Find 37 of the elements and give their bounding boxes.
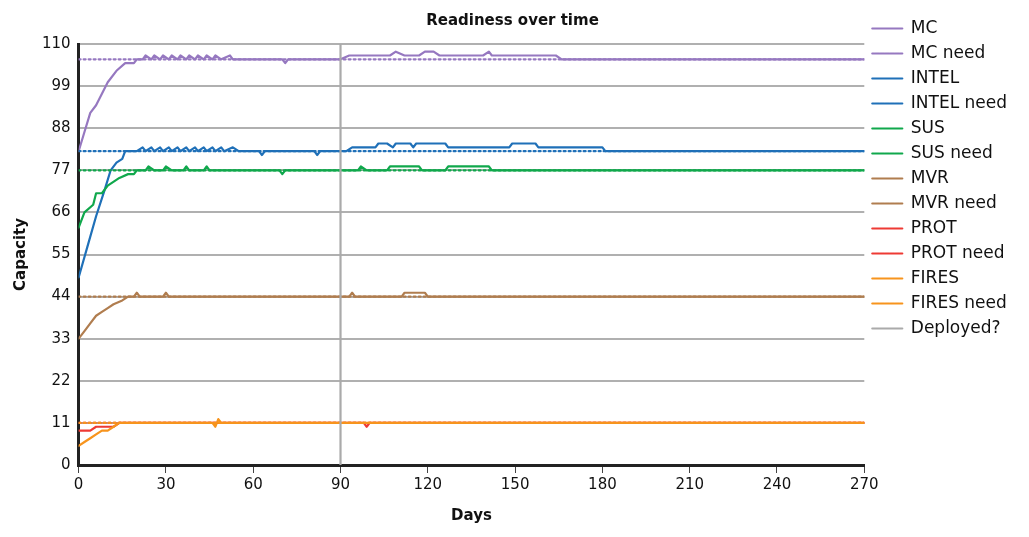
y-tick-label: 66 [51, 202, 71, 221]
x-axis-title: Days [451, 505, 492, 524]
legend-label: PROT need [910, 241, 1005, 262]
legend-label: PROT [910, 216, 958, 237]
y-axis-title: Capacity [10, 217, 29, 291]
x-tick-label: 120 [413, 474, 443, 493]
x-tick-label: 0 [73, 474, 84, 493]
y-tick-label: 11 [51, 412, 71, 431]
legend-label: MC [910, 16, 938, 37]
x-tick-label: 180 [588, 474, 617, 493]
legend-label: FIRES need [910, 291, 1007, 312]
y-tick-label: 0 [61, 454, 71, 473]
y-tick-label: 44 [51, 286, 71, 305]
legend-label: MVR [910, 166, 950, 187]
legend-label: INTEL need [910, 91, 1007, 112]
x-tick-label: 150 [500, 474, 530, 493]
x-tick-label: 240 [762, 474, 792, 493]
x-tick-label: 210 [675, 474, 705, 493]
chart-title: Readiness over time [426, 10, 599, 29]
y-tick-label: 88 [51, 118, 71, 137]
legend-label: MVR need [910, 191, 997, 212]
y-tick-label: 110 [41, 33, 71, 52]
y-tick-label: 77 [51, 160, 71, 179]
x-tick-label: 270 [849, 474, 879, 493]
y-tick-label: 22 [51, 370, 71, 389]
legend-label: INTEL [910, 66, 960, 87]
x-tick-label: 60 [243, 474, 263, 493]
legend-label: FIRES [910, 266, 959, 287]
legend-label: SUS need [910, 141, 993, 162]
legend-label: MC need [910, 41, 986, 62]
x-tick-label: 30 [156, 474, 176, 493]
y-tick-label: 33 [51, 328, 71, 347]
x-tick-label: 90 [330, 474, 351, 493]
y-tick-label: 99 [51, 75, 71, 94]
legend-label: Deployed? [910, 316, 1001, 337]
y-tick-label: 55 [51, 244, 71, 263]
legend-label: SUS [910, 116, 945, 137]
